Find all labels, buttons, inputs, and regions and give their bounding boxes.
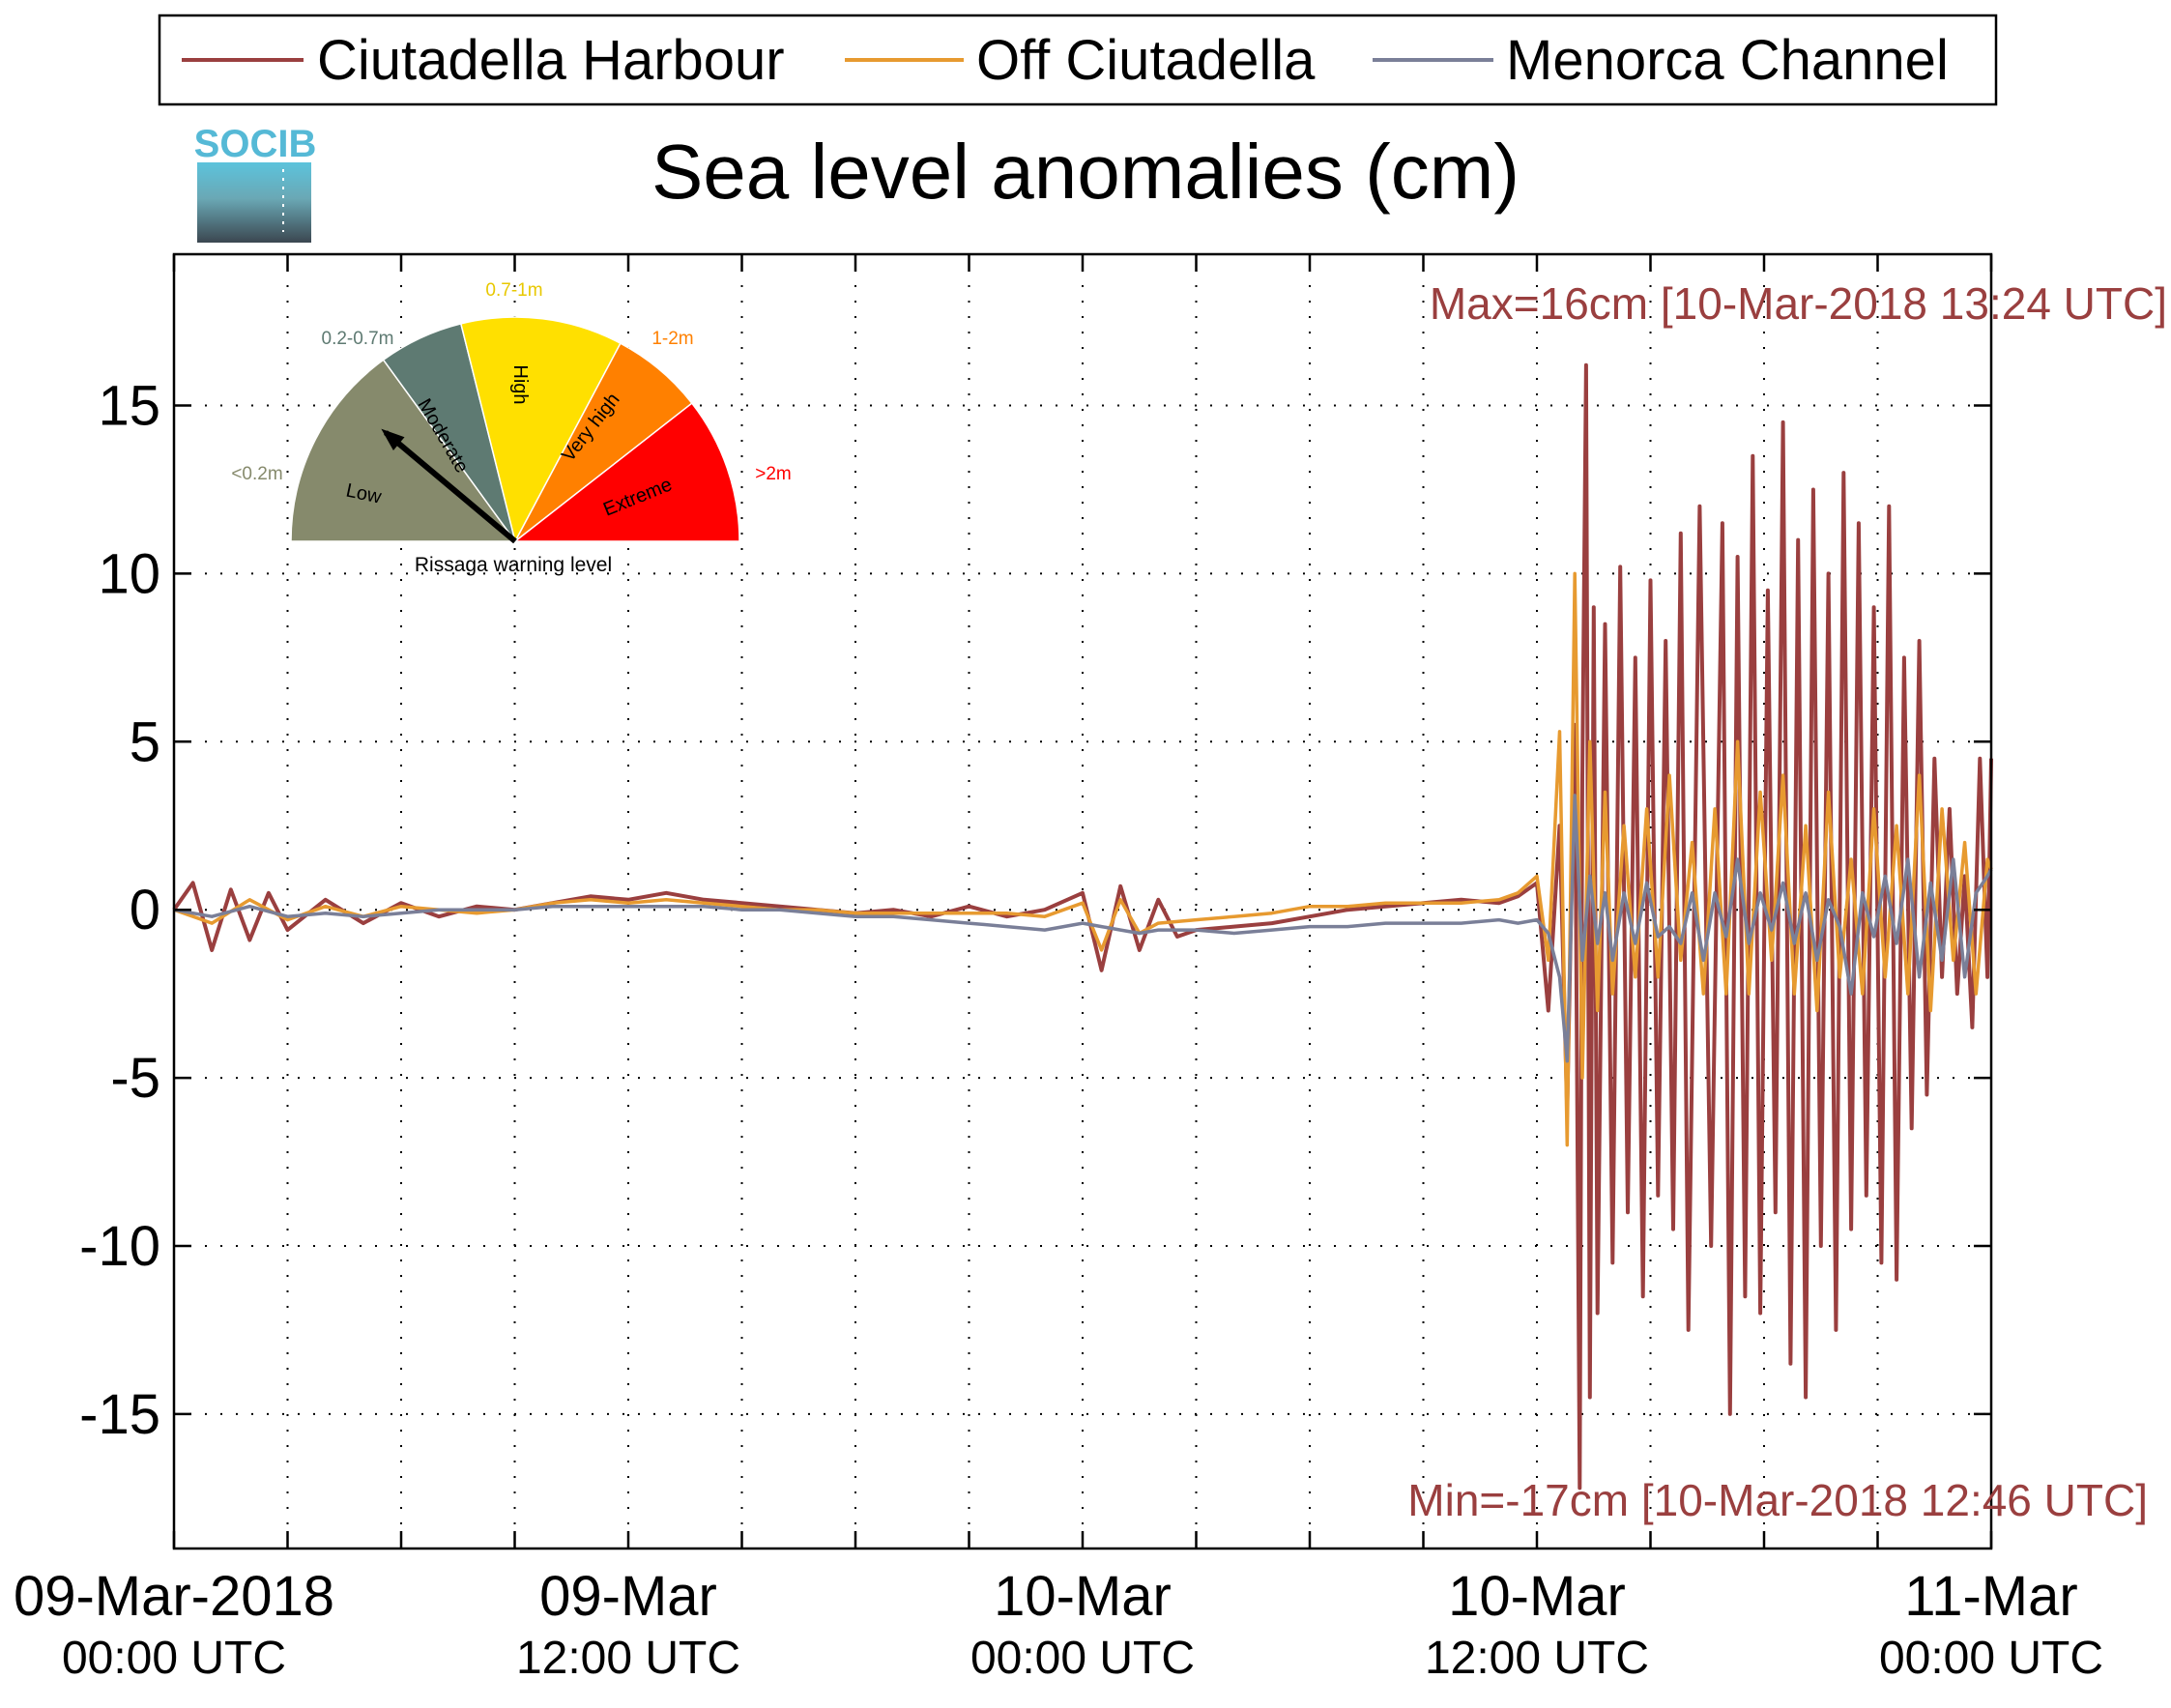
gauge-segment-extreme — [512, 402, 740, 542]
x-tick-label-time: 12:00 UTC — [516, 1633, 740, 1684]
legend: Ciutadella Harbour Off Ciutadella Menorc… — [158, 14, 1998, 106]
legend-box — [158, 14, 1998, 106]
y-tick-label: 0 — [130, 879, 160, 941]
x-tick-label-time: 00:00 UTC — [62, 1633, 286, 1684]
series-lines — [172, 362, 1993, 1491]
socib-logo-text: SOCIB — [194, 123, 317, 165]
x-tick-label-time: 12:00 UTC — [1425, 1633, 1649, 1684]
gauge-label-high: High — [509, 364, 531, 404]
x-tick-label-date: 10-Mar — [1448, 1565, 1626, 1628]
gauge-range-very-high: 1-2m — [651, 329, 693, 349]
chart-title: Sea level anomalies (cm) — [651, 129, 1520, 215]
y-tick-label: 10 — [98, 542, 160, 605]
x-tick-label-time: 00:00 UTC — [970, 1633, 1195, 1684]
gauge-needle — [384, 430, 517, 544]
gauge-range-low: <0.2m — [231, 464, 282, 484]
gauge-range-high: 0.7-1m — [485, 280, 542, 301]
gauge-range-extreme: >2m — [755, 464, 792, 484]
x-tick-label-time: 00:00 UTC — [1879, 1633, 2103, 1684]
gauge-segment-high — [459, 316, 622, 544]
x-tick-label-date: 09-Mar-2018 — [14, 1565, 334, 1628]
legend-label-off-ciutadella: Off Ciutadella — [976, 29, 1316, 92]
y-tick-label: 5 — [130, 710, 160, 773]
gauge-caption: Rissaga warning level — [415, 554, 612, 576]
max-annotation: Max=16cm [10-Mar-2018 13:24 UTC] — [1430, 278, 2167, 329]
y-axis-tick-labels: -15 -10 -5 0 5 10 15 — [79, 375, 160, 1446]
x-tick-label-date: 11-Mar — [1904, 1565, 2077, 1628]
y-tick-label: -15 — [79, 1383, 160, 1446]
legend-label-menorca-channel: Menorca Channel — [1506, 29, 1949, 92]
x-tick-label-date: 10-Mar — [994, 1565, 1172, 1628]
legend-label-ciutadella-harbour: Ciutadella Harbour — [317, 29, 785, 92]
axis-ticks — [172, 254, 1993, 1549]
gauge-needle-head — [381, 428, 405, 450]
series-line-menorca-channel — [173, 794, 1993, 1063]
socib-logo-mark — [197, 162, 311, 243]
y-tick-label: -5 — [110, 1047, 160, 1110]
series-line-off-ciutadella — [173, 571, 1993, 1147]
x-tick-label-date: 09-Mar — [539, 1565, 717, 1628]
min-annotation: Min=-17cm [10-Mar-2018 12:46 UTC] — [1407, 1475, 2148, 1525]
gauge-range-moderate: 0.2-0.7m — [322, 329, 394, 349]
y-tick-label: 15 — [98, 375, 160, 438]
socib-logo: SOCIB — [194, 123, 317, 243]
y-tick-label: -10 — [79, 1215, 160, 1278]
